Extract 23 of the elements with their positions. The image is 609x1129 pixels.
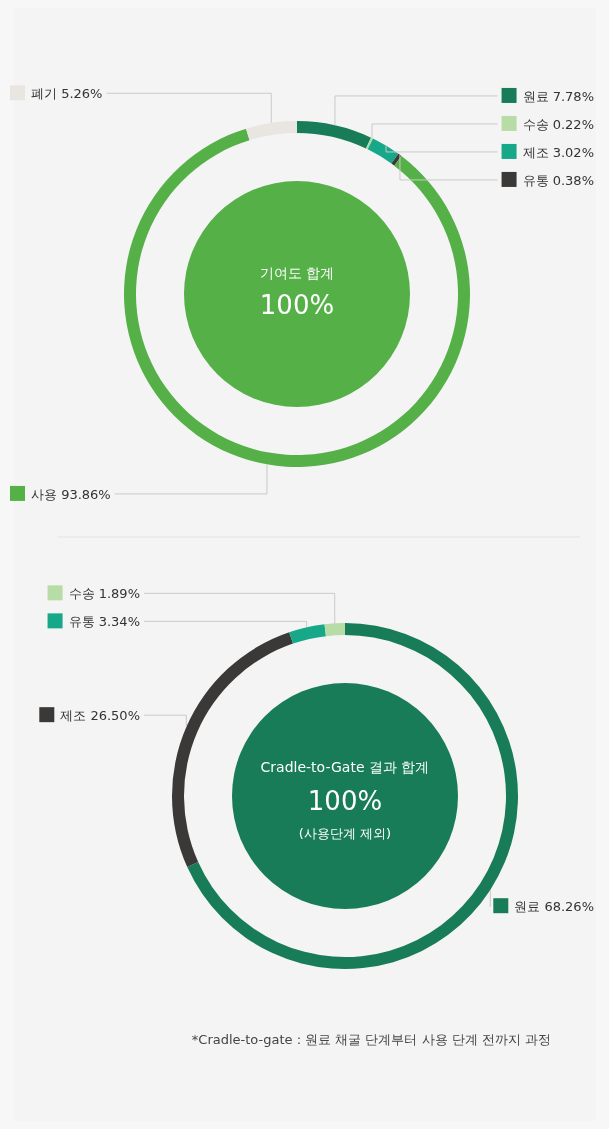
text: 100% [307,786,383,816]
donut-slice [367,138,399,164]
legend-label: 원료 68.26% [514,899,594,915]
legend-label: 수송 1.89% [68,586,140,602]
donut-slice [289,624,326,644]
legend-label: 원료 7.78% [522,88,594,104]
donut-slice [297,121,372,149]
donut-slice [246,121,297,141]
legend-label: 유통 0.38% [522,172,594,188]
text: *Cradle-to-gate : 원료 채굴 단계부터 사용 단계 전까지 과정 [191,1032,551,1047]
text: 100% [259,290,335,320]
donut-slice [365,137,373,150]
legend-label: 수송 0.22% [522,116,594,132]
legend-label: 폐기 5.26% [31,86,103,102]
donut-slice [324,623,345,637]
text: (사용단계 제외) [298,826,392,841]
text: Cradle-to-Gate 결과 합계 [260,759,430,775]
donut-slice [124,128,470,467]
legend-label: 제조 26.50% [60,708,140,724]
legend-label: 제조 3.02% [522,144,594,160]
legend-label: 사용 93.86% [31,486,111,502]
text: 기여도 합계 [259,265,335,281]
legend-label: 유통 3.34% [68,614,140,630]
